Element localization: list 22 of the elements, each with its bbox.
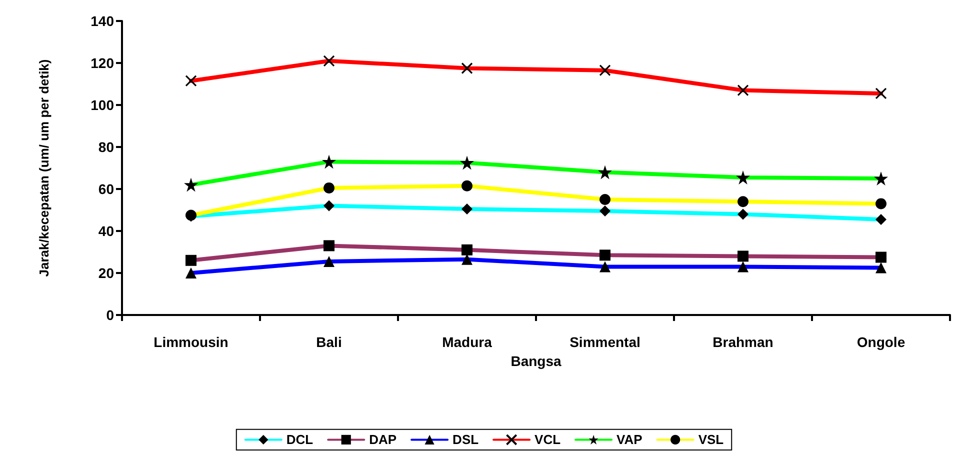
y-axis-title: Jarak/kecepatan (um/ um per detik) <box>36 59 52 277</box>
y-tick-label: 0 <box>106 307 114 323</box>
x-tick-label: Ongole <box>856 334 906 350</box>
y-tick-label: 80 <box>98 139 114 155</box>
legend-label: VCL <box>534 432 561 448</box>
x-tick-label: Bali <box>316 334 342 350</box>
y-tick-label: 120 <box>90 55 114 71</box>
y-tick-label: 60 <box>98 181 114 197</box>
x-axis-title: Bangsa <box>510 352 562 369</box>
y-tick-label: 20 <box>98 265 114 281</box>
x-tick-label: Brahman <box>712 334 774 350</box>
legend-label: VSL <box>698 432 724 448</box>
x-tick-label: Limmousin <box>154 334 228 350</box>
legend-label: VAP <box>616 432 643 448</box>
y-tick-label: 140 <box>90 13 114 29</box>
legend-label: DSL <box>452 432 479 448</box>
legend-label: DAP <box>369 432 397 448</box>
legend-label: DCL <box>286 432 314 448</box>
x-tick-label: Madura <box>442 334 492 350</box>
y-tick-label: 40 <box>98 223 114 239</box>
y-tick-label: 100 <box>90 97 114 113</box>
x-tick-label: Simmental <box>570 334 640 350</box>
